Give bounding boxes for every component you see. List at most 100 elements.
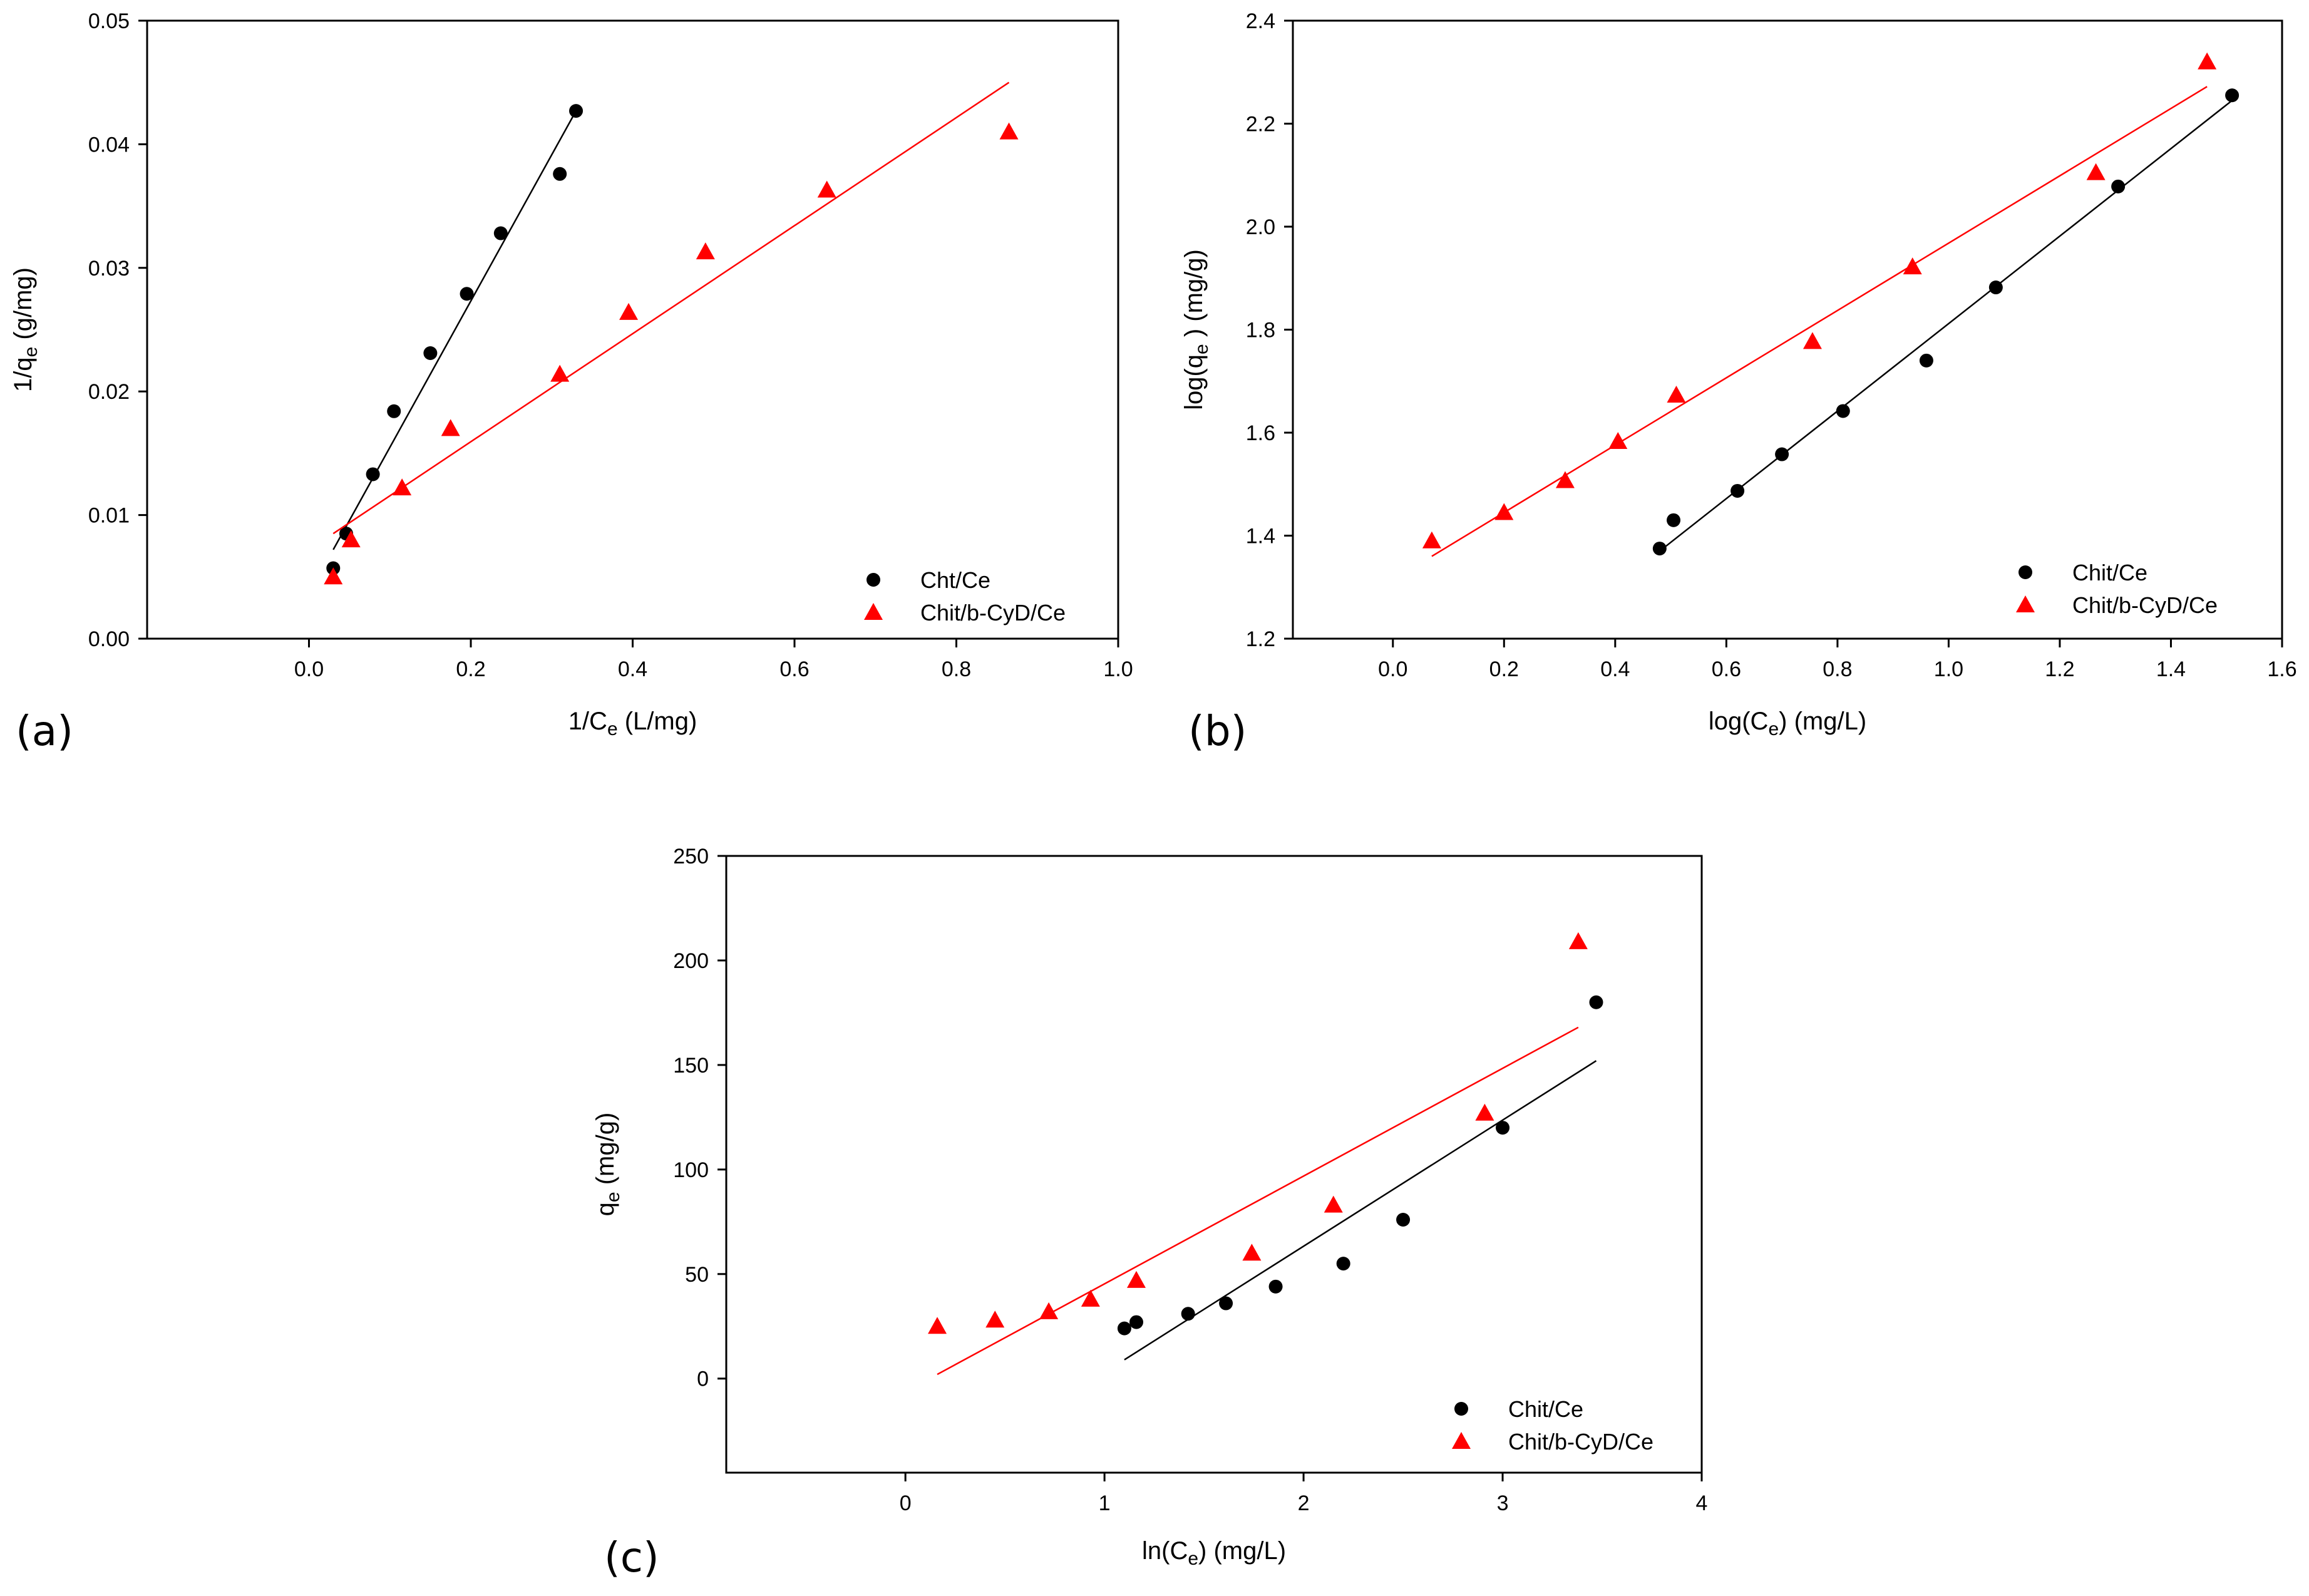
x-tick-label: 1.2 xyxy=(2045,657,2074,681)
x-axis-label-sub: e xyxy=(1188,1548,1198,1569)
x-tick-label: 1.0 xyxy=(1934,657,1963,681)
y-axis-label: qe (mg/g) xyxy=(592,1113,624,1217)
y-axis-label-sub: e xyxy=(603,1192,624,1202)
data-point xyxy=(1836,404,1850,418)
data-point xyxy=(1324,1195,1343,1213)
y-tick-label: 100 xyxy=(673,1158,709,1182)
legend-label: Chit/b-CyD/Ce xyxy=(1508,1429,1653,1454)
y-axis-label: log(qe ) (mg/g) xyxy=(1180,249,1212,410)
data-point xyxy=(1396,1212,1411,1227)
data-point xyxy=(1422,531,1441,548)
x-tick-label: 3 xyxy=(1497,1491,1509,1515)
x-tick-label: 0.6 xyxy=(1712,657,1741,681)
x-tick-label: 0.4 xyxy=(1600,657,1630,681)
legend-entry: Chit/Ce xyxy=(2018,560,2147,585)
data-point xyxy=(2111,179,2126,193)
y-tick-label: 0.01 xyxy=(88,504,130,528)
data-point xyxy=(2086,163,2106,180)
x-tick-label: 1 xyxy=(1099,1491,1111,1515)
y-tick-label: 2.2 xyxy=(1246,113,1275,136)
x-tick-label: 0.0 xyxy=(1378,657,1407,681)
y-axis-label-tail: ) (mg/g) xyxy=(1180,249,1208,344)
data-point xyxy=(696,242,715,260)
series-0 xyxy=(326,104,584,575)
legend-marker xyxy=(867,573,880,587)
data-point xyxy=(324,567,343,585)
data-point xyxy=(999,122,1019,140)
data-point xyxy=(1730,483,1745,498)
legend-entry: Chit/b-CyD/Ce xyxy=(2016,592,2218,618)
x-tick-label: 0.4 xyxy=(618,657,647,681)
data-point xyxy=(1988,281,2003,295)
data-point xyxy=(460,287,474,301)
x-tick-label: 1.0 xyxy=(1103,657,1133,681)
data-point xyxy=(1126,1270,1146,1288)
plot-frame xyxy=(725,855,1703,1474)
data-point xyxy=(1081,1289,1100,1307)
x-tick-label: 1.4 xyxy=(2156,657,2186,681)
x-axis-label: log(Ce) (mg/L) xyxy=(1709,708,1866,739)
y-tick-label: 1.4 xyxy=(1246,525,1275,548)
y-tick-label: 1.6 xyxy=(1246,421,1275,445)
x-tick-label: 0.8 xyxy=(942,657,971,681)
x-tick-label: 0 xyxy=(900,1491,912,1515)
data-point xyxy=(441,419,460,436)
data-point xyxy=(569,104,584,118)
y-tick-label: 200 xyxy=(673,949,709,973)
x-tick-label: 0.6 xyxy=(779,657,809,681)
data-point xyxy=(1775,447,1789,461)
data-point xyxy=(1039,1302,1059,1319)
data-point xyxy=(493,226,508,240)
panel-label: (c) xyxy=(604,1533,659,1582)
y-tick-label: 150 xyxy=(673,1054,709,1078)
legend-entry: Cht/Ce xyxy=(867,567,990,593)
y-axis-label-main: q xyxy=(592,1202,619,1216)
series-0 xyxy=(1117,995,1603,1361)
y-tick-label: 2.4 xyxy=(1246,9,1275,33)
x-tick-label: 0.2 xyxy=(456,657,485,681)
data-point xyxy=(1117,1321,1131,1336)
legend-label: Cht/Ce xyxy=(920,567,990,593)
series-1 xyxy=(928,932,1588,1376)
data-point xyxy=(2225,88,2240,103)
y-tick-label: 1.8 xyxy=(1246,319,1275,342)
y-tick-label: 50 xyxy=(685,1263,709,1287)
chart-a: 0.0 0.2 0.4 0.6 0.8 1.0 0.00 0.01 0.02 0.03 0.04 0.… xyxy=(9,9,1133,755)
data-point xyxy=(985,1310,1005,1328)
y-axis-label-main: log(q xyxy=(1180,354,1208,410)
data-point xyxy=(1555,471,1575,488)
data-point xyxy=(1336,1257,1350,1271)
y-tick-label: 0.04 xyxy=(88,133,130,157)
legend-marker xyxy=(2016,595,2035,612)
fit-line xyxy=(1431,86,2208,557)
data-point xyxy=(1608,431,1628,449)
data-point xyxy=(393,478,412,496)
y-tick-label: 250 xyxy=(673,845,709,868)
data-point xyxy=(387,404,401,418)
x-axis-label: 1/Ce (L/mg) xyxy=(568,708,697,739)
legend-entry: Chit/b-CyD/Ce xyxy=(1452,1429,1653,1454)
x-tick-label: 0.2 xyxy=(1489,657,1519,681)
chart-b: 0.0 0.2 0.4 0.6 0.8 1.0 1.2 1.4 1.6 1.2 1.4 1.6 1.8 2… xyxy=(1180,9,2297,755)
data-point xyxy=(341,530,361,548)
y-tick-label: 1.2 xyxy=(1246,627,1275,651)
fit-line xyxy=(1124,1060,1597,1361)
data-point xyxy=(1129,1315,1143,1329)
x-axis-label-tail: ) (mg/L) xyxy=(1779,708,1866,735)
data-point xyxy=(550,364,570,382)
legend-entry: Chit/Ce xyxy=(1454,1396,1583,1422)
legend-label: Chit/b-CyD/Ce xyxy=(920,600,1066,626)
x-axis-label-sub: e xyxy=(607,719,618,739)
y-axis-label-sub: e xyxy=(1191,344,1212,354)
data-point xyxy=(1181,1307,1195,1321)
fit-line xyxy=(1659,100,2233,552)
data-point xyxy=(1589,995,1603,1009)
data-point xyxy=(1494,503,1514,520)
legend-label: Chit/b-CyD/Ce xyxy=(2072,592,2218,618)
data-point xyxy=(1652,542,1667,556)
data-point xyxy=(619,302,639,320)
data-point xyxy=(423,346,438,361)
x-tick-label: 1.6 xyxy=(2267,657,2296,681)
data-point xyxy=(1568,932,1588,949)
